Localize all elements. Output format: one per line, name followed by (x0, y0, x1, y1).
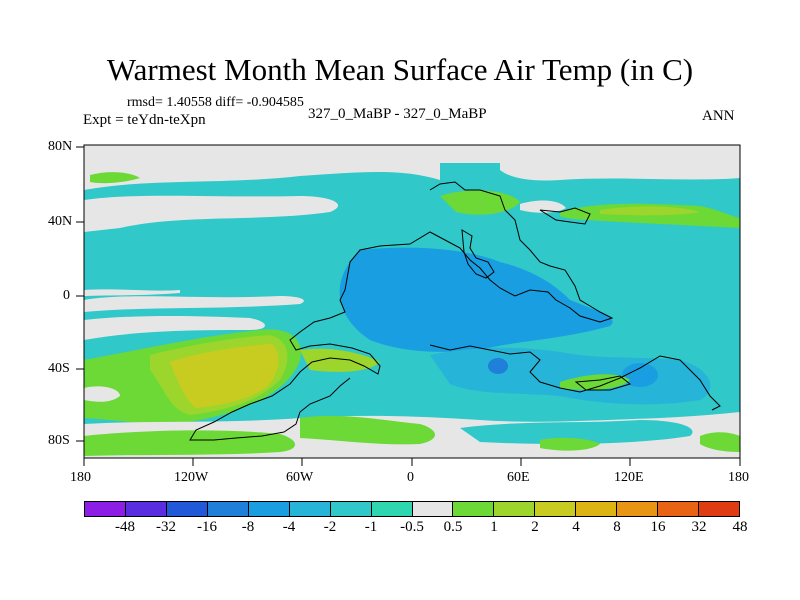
colorbar-label: 48 (732, 519, 748, 535)
colorbar-label: -8 (241, 519, 255, 535)
colorbar-label: -1 (364, 519, 378, 535)
colorbar-swatch (371, 502, 413, 516)
x-tick-label: 60E (507, 470, 530, 485)
colorbar-swatch (330, 502, 372, 516)
colorbar-label: -2 (323, 519, 337, 535)
y-tick-label: 80S (48, 433, 70, 448)
season-label: ANN (702, 108, 735, 124)
field-cool-spot (488, 358, 508, 374)
field-antarctic-warm-2 (300, 415, 435, 445)
y-tick-label: 80N (48, 139, 73, 154)
y-tick-label: 40N (48, 214, 73, 229)
field-south-neutral-2 (84, 386, 120, 402)
colorbar-swatch (125, 502, 167, 516)
colorbar-label: 16 (650, 519, 666, 535)
landmass-outline-1 (189, 181, 614, 441)
colorbar-label: 0.5 (443, 519, 463, 535)
x-tick-label: 180 (728, 470, 749, 485)
chart-title: Warmest Month Mean Surface Air Temp (in … (106, 52, 694, 87)
field-midlat-band-nw (84, 195, 339, 232)
colorbar-swatch (617, 502, 659, 516)
colorbar (84, 501, 740, 517)
x-tick-label: 180 (70, 470, 91, 485)
x-tick-label: 120W (174, 470, 209, 485)
stats-label: rmsd= 1.40558 diff= -0.904585 (127, 95, 304, 110)
comparison-label: 327_0_MaBP - 327_0_MaBP (308, 106, 487, 122)
colorbar-label: -4 (282, 519, 296, 535)
field-cool-core (339, 247, 613, 352)
field-cool-spot-2 (622, 363, 658, 387)
colorbar-swatch (535, 502, 577, 516)
field-antarctic-warm-4 (700, 432, 740, 452)
colorbar-swatch (85, 502, 126, 516)
field-south-neutral-1 (84, 316, 265, 340)
field-australia-warm (560, 374, 630, 390)
field-north-neutral (84, 145, 740, 163)
field-north-warm-2 (600, 206, 700, 216)
landmass-outline-4 (574, 375, 632, 391)
colorbar-swatch (412, 502, 454, 516)
colorbar-swatch (494, 502, 536, 516)
colorbar-label: -48 (115, 519, 135, 535)
experiment-label: Expt = teYdn-teXpn (83, 112, 206, 128)
colorbar-swatch (166, 502, 208, 516)
colorbar-label: -0.5 (400, 519, 424, 535)
field-tropical-streak (84, 296, 304, 312)
colorbar-label: 8 (613, 519, 621, 535)
colorbar-swatch (699, 502, 739, 516)
field-north-band-1 (84, 163, 440, 190)
field-north-neutral-3 (520, 200, 566, 213)
colorbar-label: -32 (156, 519, 176, 535)
colorbar-label: 32 (691, 519, 707, 535)
y-tick-label: 0 (63, 288, 70, 303)
x-tick-label: 120E (614, 470, 644, 485)
field-tropical-streak-2 (84, 289, 180, 296)
field-samerica-warm (300, 348, 380, 372)
x-tick-label: 60W (286, 470, 314, 485)
landmass-outline-2 (429, 344, 721, 411)
colorbar-swatch (207, 502, 249, 516)
y-tick-label: 40S (48, 361, 70, 376)
axis-ticks (76, 146, 741, 466)
colorbar-swatch (289, 502, 331, 516)
colorbar-label: 4 (572, 519, 580, 535)
x-tick-label: 0 (407, 470, 414, 485)
field-warm-sw-core (170, 344, 279, 408)
colorbar-label: -16 (197, 519, 217, 535)
field-antarctic-warm-3 (540, 437, 600, 451)
field-far-north-warm (90, 172, 140, 184)
colorbar-label: 1 (490, 519, 498, 535)
field-north-band-2 (500, 163, 740, 181)
colorbar-swatch (658, 502, 700, 516)
landmass-outline-5 (461, 229, 495, 279)
landmass-outline-3 (539, 207, 591, 225)
anomaly-field (84, 145, 740, 458)
colorbar-swatch (576, 502, 618, 516)
field-antarctic-warm-1 (84, 430, 295, 456)
colorbar-label: 2 (531, 519, 539, 535)
colorbar-swatch (453, 502, 495, 516)
field-antarctic-teal (460, 420, 693, 444)
colorbar-swatch (248, 502, 290, 516)
land-outlines (189, 181, 721, 441)
